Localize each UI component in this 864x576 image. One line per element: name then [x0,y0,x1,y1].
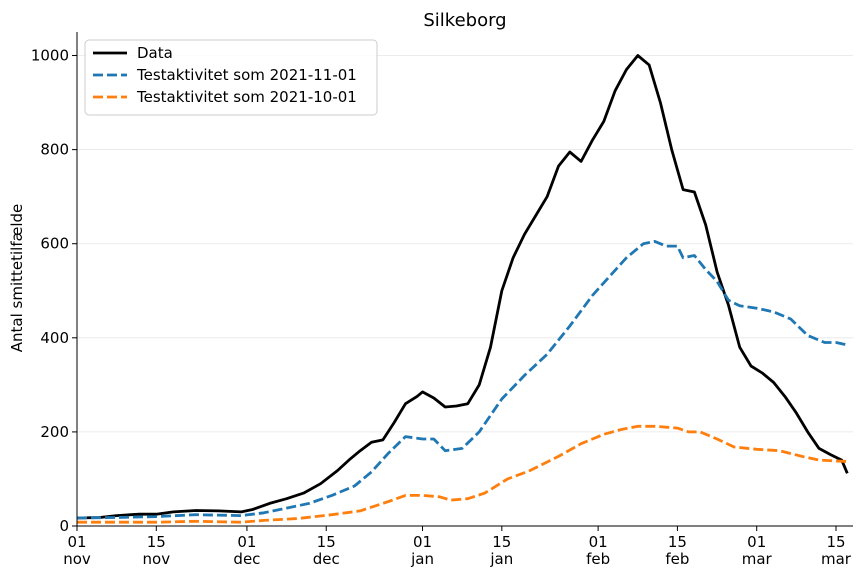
x-tick-month-0: nov [63,550,91,568]
x-tick-month-8: mar [742,550,773,568]
x-tick-day-8: 01 [747,533,766,551]
x-tick-day-7: 15 [668,533,687,551]
series-line-2 [77,424,848,524]
y-tick-label-2: 400 [40,329,69,347]
series-line-1 [76,239,848,520]
x-tick-month-6: feb [586,550,610,568]
x-tick-month-1: nov [143,550,171,568]
y-tick-label-5: 1000 [31,47,69,65]
x-tick-day-5: 15 [492,533,511,551]
x-tick-day-3: 15 [317,533,336,551]
x-tick-month-2: dec [233,550,260,568]
x-tick-month-9: mar [821,550,852,568]
x-tick-day-9: 15 [826,533,845,551]
legend-label-0: Data [137,44,173,62]
legend-items: Data Testaktivitet som 2021-11-01 Testakti… [93,44,357,106]
x-tick-day-6: 01 [589,533,608,551]
axes [76,32,853,527]
x-ticks: 01nov15nov01dec15dec01jan15jan01feb15feb… [63,526,852,568]
x-tick-month-5: jan [489,550,513,568]
x-tick-day-4: 01 [413,533,432,551]
y-tick-label-3: 600 [40,235,69,253]
x-tick-day-2: 01 [237,533,256,551]
chart-title: Silkeborg [423,10,506,31]
x-tick-month-4: jan [410,550,434,568]
series-line-0 [76,54,849,520]
y-ticks: 0 200 400 600 800 1000 [31,47,77,535]
legend-label-2: Testaktivitet som 2021-10-01 [136,88,357,106]
y-axis-label: Antal smittetilfælde [8,204,26,353]
legend-label-1: Testaktivitet som 2021-11-01 [136,66,357,84]
y-tick-label-1: 200 [40,423,69,441]
y-tick-label-4: 800 [40,141,69,159]
x-tick-month-3: dec [313,550,340,568]
x-tick-day-1: 15 [147,533,166,551]
x-tick-day-0: 01 [67,533,86,551]
legend: Data Testaktivitet som 2021-11-01 Testakti… [84,39,378,116]
series-lines [76,54,849,524]
y-tick-label-0: 0 [59,517,69,535]
legend-frame [84,39,378,116]
x-tick-month-7: feb [665,550,689,568]
